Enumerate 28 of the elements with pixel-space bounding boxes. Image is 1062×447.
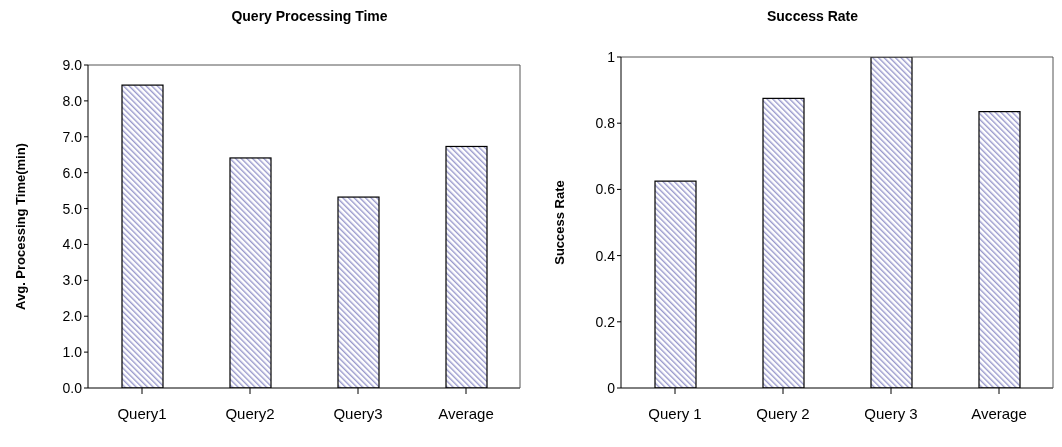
x-tick-label: Average [971, 404, 1027, 422]
y-tick-label: 0.2 [595, 313, 616, 330]
y-tick-label: 0.0 [62, 379, 83, 396]
x-tick-label: Query 1 [648, 404, 702, 422]
x-tick-label: Query3 [333, 404, 383, 422]
x-tick-label: Average [438, 404, 494, 422]
y-tick-label: 0.4 [595, 247, 616, 264]
y-tick-label: 1 [607, 48, 616, 65]
y-tick-label: 5.0 [62, 200, 83, 217]
y-tick-label: 6.0 [62, 164, 83, 181]
y-tick-label: 3.0 [62, 272, 83, 289]
y-tick-label: 0.6 [595, 181, 616, 198]
y-tick-label: 1.0 [62, 344, 83, 361]
x-tick-label: Query1 [117, 404, 167, 422]
y-tick-label: 2.0 [62, 308, 83, 325]
y-tick-label: 8.0 [62, 92, 83, 109]
y-tick-label: 7.0 [62, 128, 83, 145]
y-tick-label: 9.0 [62, 56, 83, 73]
y-tick-label: 0.8 [595, 115, 616, 132]
x-tick-label: Query2 [225, 404, 275, 422]
y-tick-label: 4.0 [62, 236, 83, 253]
y-axis-title: Avg. Processing Time(min) [12, 143, 28, 310]
y-tick-label: 0 [607, 379, 616, 396]
y-axis-title: Success Rate [551, 180, 567, 265]
chart-title: Success Rate [765, 8, 860, 26]
chart-title: Query Processing Time [230, 8, 389, 26]
x-tick-label: Query 2 [756, 404, 810, 422]
x-tick-label: Query 3 [864, 404, 918, 422]
